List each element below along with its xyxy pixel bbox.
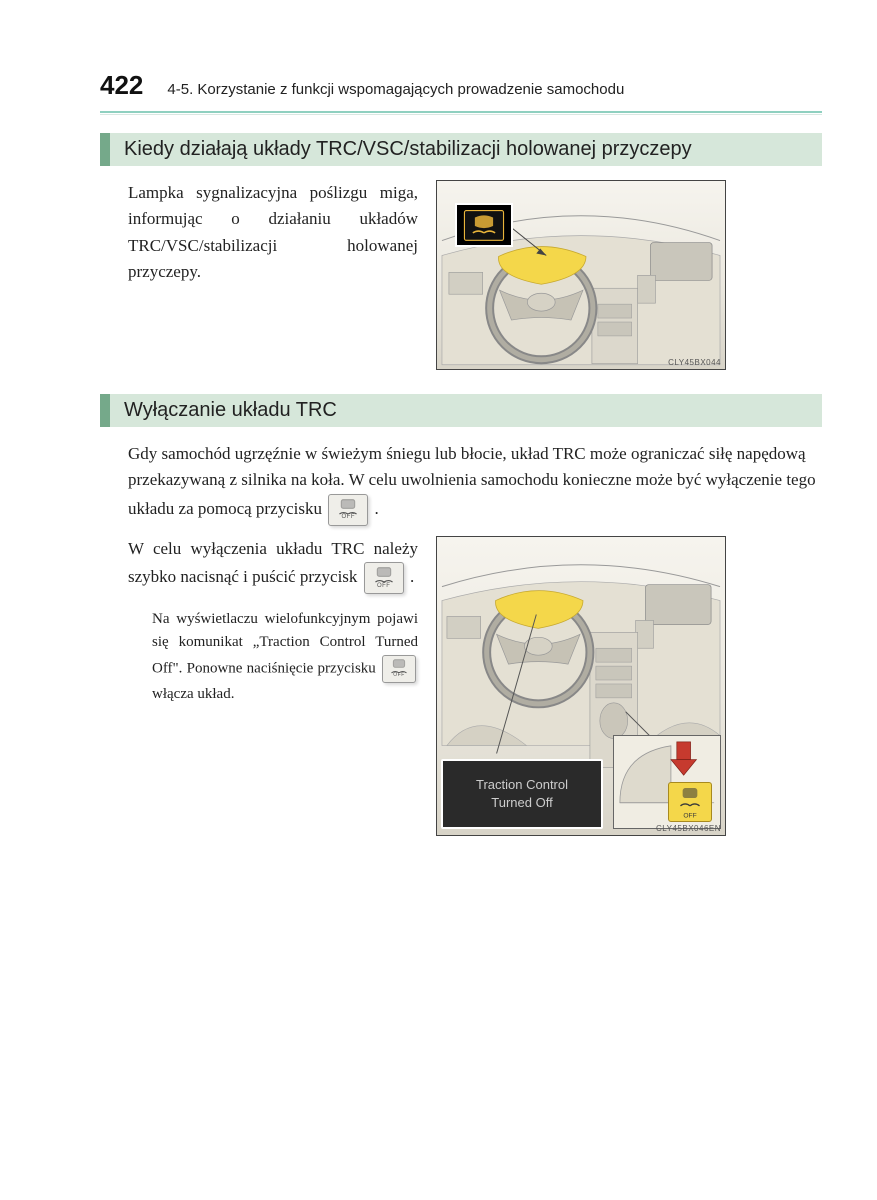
- paragraph-trc-stuck: Gdy samochód ugrzęźnie w świeżym śniegu …: [128, 444, 816, 518]
- traction-off-popup: Traction Control Turned Off: [441, 759, 603, 829]
- note-text-a: Na wyświetlaczu wielofunkcyjnym pojawi s…: [152, 611, 418, 676]
- header-rule-2: [100, 114, 822, 115]
- trc-off-button-icon: OFF: [328, 494, 368, 526]
- illustration-code-1: CLY45BX044: [668, 358, 721, 367]
- page-number: 422: [100, 70, 143, 101]
- note-text-b: włącza układ.: [152, 686, 234, 702]
- trc-button-detail-inset: OFF: [613, 735, 721, 829]
- section-reference: 4-5. Korzystanie z funkcji wspomagającyc…: [167, 81, 624, 98]
- dashboard-illustration-2: Traction Control Turned Off: [436, 536, 726, 836]
- heading-trc-active: Kiedy działają układy TRC/VSC/stabilizac…: [100, 133, 822, 166]
- illustration-code-2: CLY45BX046EN: [656, 824, 721, 833]
- paragraph-trc-press-end: .: [410, 567, 414, 586]
- note-display-message: Na wyświetlaczu wielofunkcyjnym pojawi s…: [152, 608, 418, 706]
- paragraph-slip-indicator: Lampka sygnalizacyjna poślizgu miga, inf…: [128, 180, 418, 370]
- paragraph-trc-stuck-text: Gdy samochód ugrzęźnie w świeżym śniegu …: [128, 444, 816, 518]
- heading-trc-disable: Wyłączanie układu TRC: [100, 394, 822, 427]
- header-rule-1: [100, 111, 822, 113]
- trc-off-button-icon-2: OFF: [364, 562, 404, 594]
- page-header: 422 4-5. Korzystanie z funkcji wspomagaj…: [100, 70, 822, 101]
- dashboard-illustration-1: CLY45BX044: [436, 180, 726, 370]
- trc-off-button-highlighted: OFF: [668, 782, 712, 822]
- paragraph-trc-stuck-end: .: [375, 499, 379, 518]
- svg-text:OFF: OFF: [683, 812, 696, 819]
- paragraph-trc-press: W celu wyłączenia układu TRC należy szyb…: [128, 536, 418, 594]
- trc-off-button-icon-3: OFF: [382, 655, 416, 683]
